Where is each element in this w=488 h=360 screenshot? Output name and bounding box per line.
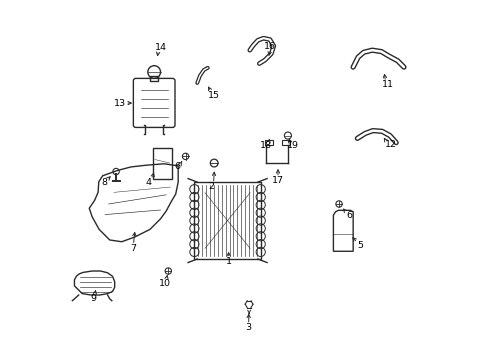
Text: 6: 6 — [174, 162, 180, 171]
Text: 17: 17 — [271, 176, 284, 185]
Text: 15: 15 — [207, 91, 220, 100]
Text: 9: 9 — [90, 294, 96, 303]
Text: 1: 1 — [225, 257, 231, 266]
Text: 3: 3 — [245, 323, 251, 332]
Bar — [153, 148, 171, 179]
Text: 10: 10 — [159, 279, 170, 288]
Bar — [265, 140, 272, 145]
Bar — [282, 140, 289, 145]
Text: 18: 18 — [260, 141, 272, 150]
Text: 16: 16 — [264, 42, 276, 51]
Text: 6: 6 — [346, 211, 352, 220]
Text: 12: 12 — [384, 140, 396, 149]
Text: 5: 5 — [357, 241, 363, 250]
Text: 13: 13 — [114, 99, 126, 108]
Text: 7: 7 — [130, 244, 136, 253]
Text: 19: 19 — [286, 141, 298, 150]
Text: 11: 11 — [381, 80, 393, 89]
Text: 14: 14 — [155, 43, 167, 52]
Bar — [194, 182, 260, 259]
Bar — [150, 76, 158, 81]
Text: 4: 4 — [145, 177, 151, 186]
Text: 8: 8 — [101, 178, 107, 187]
Text: 2: 2 — [208, 182, 214, 191]
